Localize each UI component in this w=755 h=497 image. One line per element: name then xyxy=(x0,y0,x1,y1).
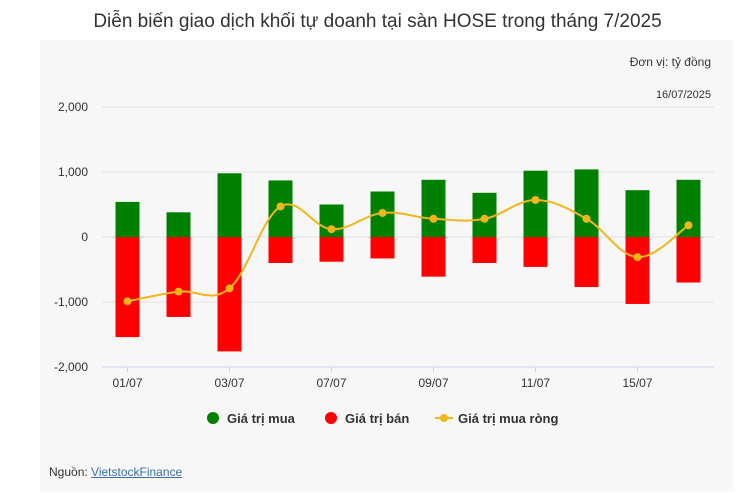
net-point xyxy=(276,202,285,211)
buy-bar xyxy=(574,169,599,237)
x-tick-label: 07/07 xyxy=(316,376,346,390)
net-point xyxy=(633,253,642,262)
net-point xyxy=(684,221,693,230)
sell-bar xyxy=(421,237,446,277)
x-tick-label: 01/07 xyxy=(112,376,142,390)
net-point xyxy=(123,297,132,306)
x-tick-label: 15/07 xyxy=(622,376,652,390)
net-point xyxy=(480,214,489,223)
date-label: 16/07/2025 xyxy=(655,89,711,101)
y-tick-label: 1,000 xyxy=(58,165,88,179)
net-point xyxy=(327,225,336,234)
buy-bar xyxy=(115,201,140,237)
legend-sell-label: Giá trị bán xyxy=(345,411,409,426)
unit-label: Đơn vị: tỷ đồng xyxy=(629,55,711,69)
x-tick-label: 09/07 xyxy=(418,376,448,390)
buy-bar xyxy=(421,179,446,237)
source-link[interactable]: VietstockFinance xyxy=(91,465,183,479)
net-point xyxy=(174,287,183,296)
legend-buy-marker xyxy=(207,412,219,424)
legend-net-label: Giá trị mua ròng xyxy=(458,411,558,426)
y-tick-label: -2,000 xyxy=(54,360,88,374)
buy-bar xyxy=(166,212,191,237)
x-tick-label: 11/07 xyxy=(521,376,550,390)
legend-buy-label: Giá trị mua xyxy=(227,411,296,426)
buy-bar xyxy=(625,190,650,237)
x-tick-label: 03/07 xyxy=(214,376,244,390)
net-line xyxy=(127,198,690,303)
chart-title: Diễn biến giao dịch khối tự doanh tại sà… xyxy=(93,11,662,32)
legend-net-marker xyxy=(440,414,448,422)
source-prefix: Nguồn: xyxy=(49,465,92,479)
sell-bar xyxy=(115,237,140,338)
y-tick-label: 2,000 xyxy=(58,100,88,114)
chart-panel xyxy=(40,40,733,492)
source-note: Nguồn: VietstockFinance xyxy=(49,465,182,479)
y-tick-label: -1,000 xyxy=(54,295,88,309)
sell-bar xyxy=(166,237,191,317)
sell-bar xyxy=(676,237,701,283)
buy-bar xyxy=(217,173,242,237)
sell-bar xyxy=(370,237,395,259)
net-point xyxy=(429,214,438,223)
net-point xyxy=(531,195,540,204)
net-point xyxy=(582,214,591,223)
sell-bar xyxy=(472,237,497,263)
sell-bar xyxy=(268,237,293,263)
sell-bar xyxy=(625,237,650,304)
legend-sell-marker xyxy=(325,412,337,424)
sell-bar xyxy=(574,237,599,288)
y-tick-label: 0 xyxy=(81,230,88,244)
net-point xyxy=(225,284,234,293)
sell-bar xyxy=(523,237,548,267)
sell-bar xyxy=(319,237,344,262)
net-point xyxy=(378,208,387,217)
